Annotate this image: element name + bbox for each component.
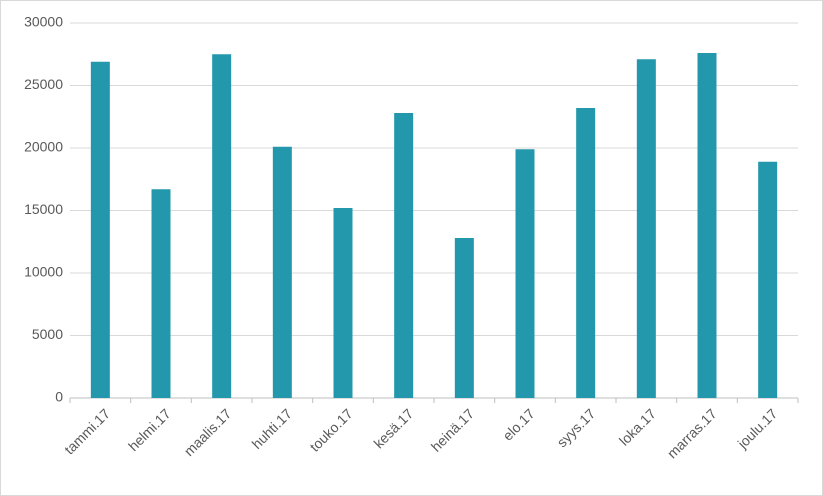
y-tick-label: 5000 (32, 326, 63, 342)
bar (636, 59, 656, 398)
y-tick-label: 25000 (24, 76, 63, 92)
bar (333, 208, 353, 398)
y-tick-label: 10000 (24, 264, 63, 280)
y-tick-label: 20000 (24, 139, 63, 155)
y-tick-label: 0 (55, 389, 63, 405)
bar (454, 238, 474, 398)
bar (515, 149, 535, 398)
bar (758, 161, 778, 398)
bar (697, 53, 717, 398)
bar (272, 146, 292, 398)
bar (576, 108, 596, 398)
y-tick-label: 15000 (24, 201, 63, 217)
bar (212, 54, 232, 398)
y-tick-label: 30000 (24, 14, 63, 30)
bar (394, 113, 414, 398)
bar (90, 61, 110, 398)
bar (151, 189, 171, 398)
